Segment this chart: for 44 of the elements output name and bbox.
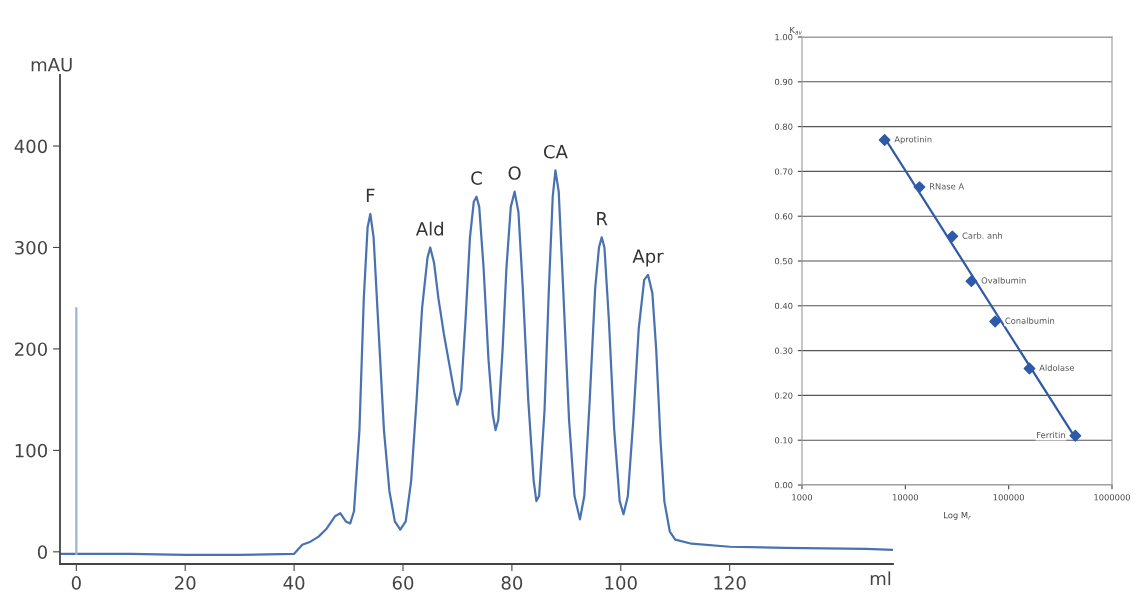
annotation: Ferritin: [1037, 431, 1065, 439]
y-tick-label: 300: [15, 240, 47, 255]
annotation: Apr: [632, 249, 664, 267]
annotation: Ovalbumin: [981, 277, 1026, 284]
annotation: C: [471, 171, 482, 185]
x-tick-label: 1000000: [1094, 494, 1130, 501]
annotation: Ald: [415, 221, 443, 236]
x-tick-label: 10000: [892, 494, 919, 501]
annotation: Aldolase: [1039, 364, 1075, 371]
y-tick-label: 100: [15, 443, 47, 458]
annotation: CA: [543, 144, 568, 159]
x-tick-label: 120: [714, 576, 746, 590]
x-tick-label: 1000: [792, 494, 813, 501]
y-tick-label: 0.50: [774, 257, 793, 265]
annotation: O: [508, 166, 521, 180]
y-tick-label: 0.40: [774, 302, 793, 310]
x-axis-title: ml: [870, 571, 891, 586]
x-tick-label: 100000: [993, 494, 1025, 501]
y-tick-label: 0.30: [774, 347, 793, 354]
y-tick-label: 0.90: [774, 78, 793, 86]
annotation: Carb. anh: [962, 232, 1002, 239]
y-tick-label: 1.00: [775, 33, 793, 41]
x-tick-label: 0: [71, 576, 81, 590]
annotation: RNase A: [930, 183, 965, 190]
annotation: R: [597, 212, 608, 226]
y-axis-title: mAU: [31, 58, 72, 72]
y-tick-label: 0: [37, 545, 47, 559]
y-tick-label: 0.10: [774, 437, 793, 444]
y-tick-label: 0.00: [774, 481, 793, 489]
annotation: Conalbumin: [1005, 317, 1055, 324]
y-tick-label: 200: [15, 342, 47, 357]
y-tick-label: 400: [14, 139, 47, 154]
x-tick-label: 20: [175, 576, 196, 590]
x-tick-label: 60: [392, 576, 414, 590]
y-tick-label: 0.60: [774, 213, 793, 220]
x-tick-label: 40: [283, 576, 305, 590]
x-tick-label: 80: [501, 576, 523, 590]
y-tick-label: 0.70: [774, 168, 793, 175]
annotation: Aprotinin: [894, 136, 932, 145]
annotation: F: [366, 188, 375, 202]
x-tick-label: 100: [605, 576, 637, 590]
y-tick-label: 0.80: [774, 123, 793, 130]
y-tick-label: 0.20: [774, 392, 793, 399]
x-axis-title: Log M$_{r}$: [944, 512, 971, 520]
